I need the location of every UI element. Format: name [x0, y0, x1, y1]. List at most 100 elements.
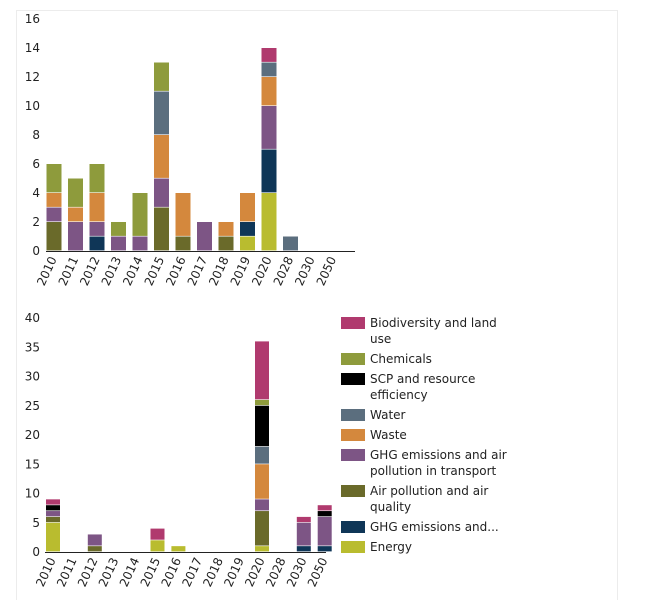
bar-segment — [218, 236, 234, 251]
bar-segment — [261, 193, 277, 251]
bar-segment — [68, 222, 83, 251]
legend-label: GHG emissions and... — [370, 520, 499, 534]
bar-segment — [240, 193, 255, 222]
bar-segment — [255, 446, 269, 464]
bar-segment — [197, 222, 212, 251]
bar-segment — [317, 516, 332, 546]
bar-segment — [317, 511, 332, 517]
bar-segment — [175, 236, 191, 251]
legend-swatch — [341, 373, 365, 385]
bar-segment — [255, 341, 269, 400]
legend-item: SCP and resource efficiency — [341, 371, 516, 403]
bar-segment — [171, 546, 186, 552]
bar-segment — [150, 540, 165, 552]
bar-segment — [317, 546, 332, 552]
y-tick-label: 0 — [32, 545, 40, 559]
bar-segment — [68, 207, 83, 222]
legend-item: Waste — [341, 427, 516, 443]
bar-segment — [154, 91, 169, 135]
y-tick-label: 16 — [25, 12, 40, 26]
bar-segment — [255, 511, 269, 546]
legend-item: Chemicals — [341, 351, 516, 367]
chart-frame — [16, 10, 618, 600]
bar-segment — [46, 193, 62, 207]
bar-segment — [68, 178, 83, 207]
bar-segment — [296, 516, 311, 523]
y-tick-label: 8 — [32, 128, 40, 142]
y-tick-label: 35 — [25, 340, 40, 354]
bar-segment — [46, 505, 60, 511]
bar-segment — [154, 178, 169, 207]
x-tick-label: 2050 — [314, 254, 340, 288]
y-tick-label: 30 — [25, 370, 40, 384]
bar-segment — [132, 236, 148, 251]
y-tick-label: 2 — [32, 215, 40, 229]
legend-swatch — [341, 429, 365, 441]
bar-segment — [261, 48, 277, 62]
legend-item: Energy — [341, 539, 516, 555]
bar-segment — [46, 522, 60, 552]
y-tick-label: 0 — [32, 244, 40, 258]
y-tick-label: 25 — [25, 399, 40, 413]
y-tick-label: 6 — [32, 157, 40, 171]
legend: Biodiversity and land use Chemicals SCP an… — [341, 315, 516, 559]
bar-segment — [89, 222, 105, 236]
bar-segment — [255, 405, 269, 447]
y-tick-label: 12 — [25, 70, 40, 84]
bar-segment — [255, 399, 269, 406]
legend-swatch — [341, 317, 365, 329]
bar-segment — [261, 149, 277, 193]
bar-segment — [255, 464, 269, 499]
bar-segment — [175, 193, 191, 236]
bar-segment — [154, 135, 169, 178]
legend-item: Water — [341, 407, 516, 423]
bar-segment — [296, 546, 311, 552]
legend-item: GHG emissions and... — [341, 519, 516, 535]
legend-item: GHG emissions and air pollution in trans… — [341, 447, 516, 479]
bar-segment — [261, 77, 277, 106]
x-tick-label: 2050 — [305, 555, 331, 589]
legend-swatch — [341, 353, 365, 365]
legend-item: Air pollution and air quality — [341, 483, 516, 515]
bar-segment — [46, 516, 60, 523]
bar-segment — [89, 236, 105, 251]
y-tick-label: 40 — [25, 311, 40, 325]
y-tick-label: 15 — [25, 457, 40, 471]
bar-segment — [87, 534, 102, 546]
bar-segment — [89, 193, 105, 222]
bar-segment — [255, 546, 269, 552]
bar-segment — [296, 522, 311, 546]
legend-swatch — [341, 541, 365, 553]
legend-swatch — [341, 449, 365, 461]
legend-label: Air pollution and air quality — [370, 484, 489, 514]
bar-segment — [261, 62, 277, 77]
bar-segment — [132, 193, 148, 236]
y-tick-label: 4 — [32, 186, 40, 200]
bar-segment — [46, 499, 60, 505]
y-tick-label: 10 — [25, 487, 40, 501]
bar-segment — [283, 236, 298, 251]
chart-2: 0510152025303540201020112012201320142015… — [25, 311, 332, 589]
y-tick-label: 10 — [25, 99, 40, 113]
legend-label: GHG emissions and air pollution in trans… — [370, 448, 507, 478]
bar-segment — [87, 546, 102, 552]
bar-segment — [261, 106, 277, 149]
legend-label: Chemicals — [370, 352, 432, 366]
legend-swatch — [341, 521, 365, 533]
legend-item: Biodiversity and land use — [341, 315, 516, 347]
bar-segment — [111, 236, 126, 251]
legend-label: SCP and resource efficiency — [370, 372, 476, 402]
y-tick-label: 14 — [25, 41, 40, 55]
legend-label: Waste — [370, 428, 407, 442]
y-tick-label: 20 — [25, 428, 40, 442]
bar-segment — [89, 164, 105, 193]
bar-segment — [46, 207, 62, 222]
bar-segment — [111, 222, 126, 236]
bar-segment — [154, 62, 169, 91]
bar-segment — [317, 505, 332, 511]
bar-segment — [240, 236, 255, 251]
legend-label: Biodiversity and land use — [370, 316, 497, 346]
bar-segment — [46, 511, 60, 517]
bar-segment — [46, 164, 62, 193]
